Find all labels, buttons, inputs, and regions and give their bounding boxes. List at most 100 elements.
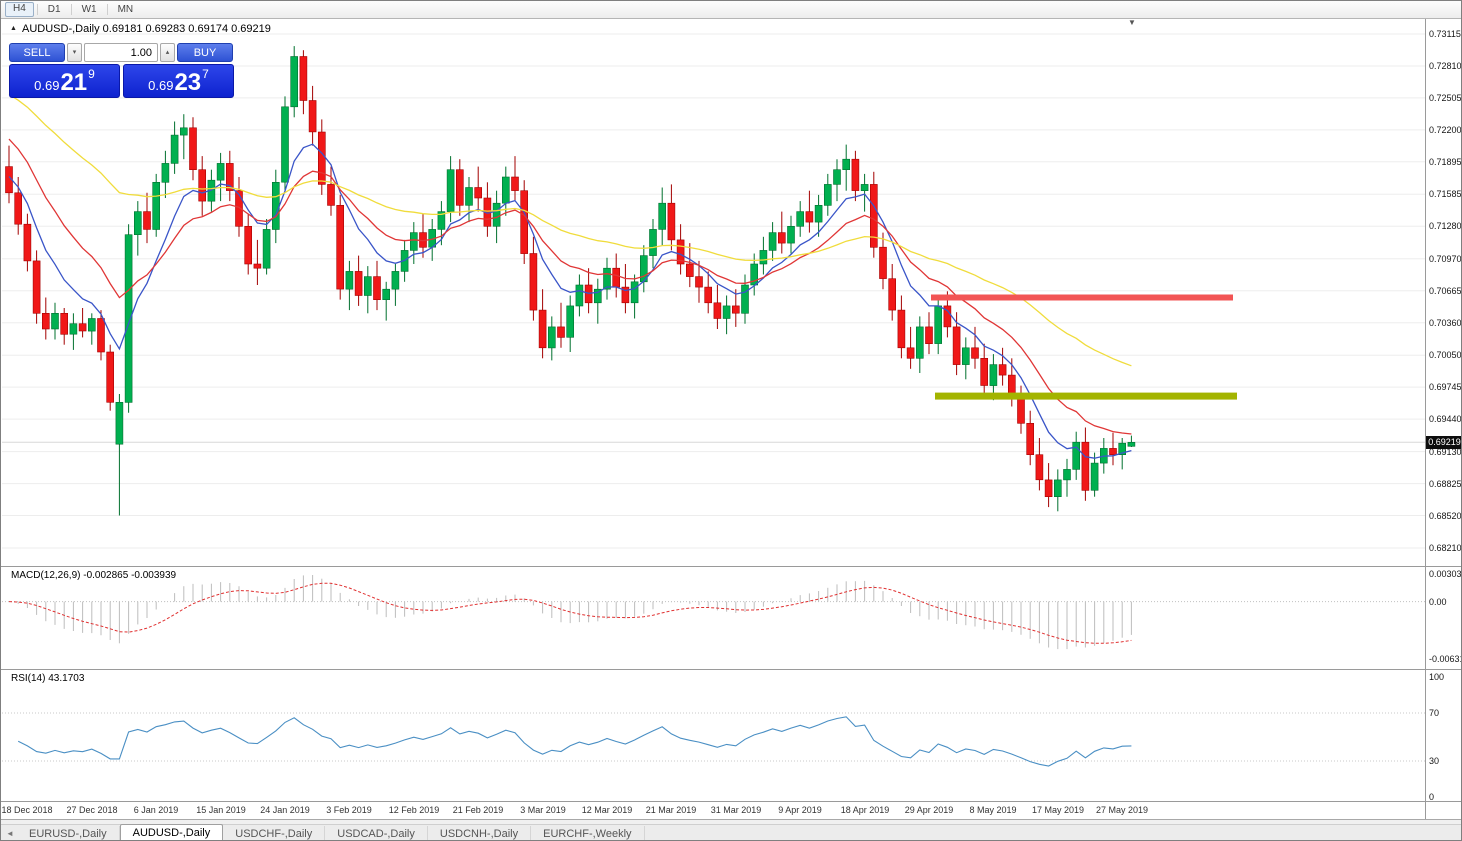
- chart-tab-eurchf[interactable]: EURCHF-,Weekly: [531, 826, 645, 840]
- panel-splitter-rsi[interactable]: [1, 669, 1461, 670]
- buy-price-pip: 7: [202, 67, 209, 81]
- chart-tab-audusd[interactable]: AUDUSD-,Daily: [119, 824, 224, 840]
- ma-line-8[interactable]: [8, 143, 1132, 459]
- date-label: 12 Feb 2019: [388, 805, 440, 815]
- buy-price-prefix: 0.69: [148, 78, 174, 93]
- tab-scroll-left-button[interactable]: ◄: [6, 829, 14, 838]
- date-label: 31 Mar 2019: [710, 805, 762, 815]
- buy-price-box[interactable]: 0.69 23 7: [123, 64, 234, 98]
- current-price-tag: 0.69219: [1426, 436, 1461, 449]
- price-scale-label: 0.72810: [1429, 61, 1462, 71]
- buy-button[interactable]: BUY: [177, 43, 233, 62]
- rsi-scale-label: 70: [1429, 708, 1440, 718]
- price-panel-plot[interactable]: [2, 33, 1425, 549]
- macd-scale-label: 0.00303: [1429, 569, 1462, 579]
- date-label: 12 Mar 2019: [581, 805, 633, 815]
- date-label: 21 Feb 2019: [452, 805, 504, 815]
- date-label: 6 Jan 2019: [133, 805, 179, 815]
- price-scale-label: 0.68520: [1429, 511, 1462, 521]
- price-scale-label: 0.69745: [1429, 382, 1462, 392]
- date-label: 27 May 2019: [1095, 805, 1149, 815]
- chart-tab-eurusd[interactable]: EURUSD-,Daily: [17, 826, 120, 840]
- date-label: 8 May 2019: [969, 805, 1017, 815]
- price-scale-label: 0.70360: [1429, 318, 1462, 328]
- sell-price-pip: 9: [88, 67, 95, 81]
- window-resize-strip: [1, 819, 1461, 824]
- date-label: 17 May 2019: [1031, 805, 1085, 815]
- date-label: 27 Dec 2018: [66, 805, 118, 815]
- price-scale-label: 0.71895: [1429, 157, 1462, 167]
- ma-line-45[interactable]: [8, 93, 1132, 367]
- chevron-down-icon: ▾: [72, 49, 77, 56]
- price-scale[interactable]: 0.73115 0.72810 0.72505 0.72200 0.71895 0.715…: [1426, 1, 1462, 819]
- chevron-up-icon: ▴: [165, 49, 170, 56]
- price-scale-label: 0.68825: [1429, 479, 1462, 489]
- macd-indicator-label: MACD(12,26,9) -0.002865 -0.003939: [11, 570, 177, 581]
- price-scale-label: 0.70970: [1429, 254, 1462, 264]
- toolbar-separator: [70, 4, 72, 15]
- rsi-line: [17, 716, 1132, 767]
- price-scale-label: 0.70050: [1429, 350, 1462, 360]
- price-scale-label: 0.68210: [1429, 543, 1462, 553]
- price-scale-label: 0.72505: [1429, 93, 1462, 103]
- date-label: 24 Jan 2019: [260, 805, 310, 815]
- macd-signal-line: [8, 582, 1132, 644]
- date-label: 3 Mar 2019: [520, 805, 566, 815]
- grid-lines: [2, 33, 1425, 549]
- price-scale-label: 0.71280: [1429, 221, 1462, 231]
- chart-title: AUDUSD-,Daily 0.69181 0.69283 0.69174 0.…: [22, 23, 271, 35]
- sell-price-box[interactable]: 0.69 21 9: [9, 64, 120, 98]
- date-label: 21 Mar 2019: [645, 805, 697, 815]
- toolbar-separator: [36, 4, 38, 15]
- resistance-hline[interactable]: [931, 294, 1233, 301]
- rsi-scale-label: 0: [1429, 792, 1435, 802]
- volume-increase-button[interactable]: ▴: [160, 43, 175, 62]
- date-label: 29 Apr 2019: [904, 805, 954, 815]
- timeframe-button-group: H4 D1 W1 MN: [5, 2, 140, 17]
- sell-price-main: 21: [60, 69, 88, 96]
- price-scale-label: 0.70665: [1429, 286, 1462, 296]
- x-axis-border: [1, 801, 1461, 802]
- rsi-scale-label: 100: [1429, 672, 1445, 682]
- chart-tab-usdcad[interactable]: USDCAD-,Daily: [325, 826, 428, 840]
- chart-shift-icon[interactable]: ▼: [1128, 18, 1136, 27]
- volume-input[interactable]: [84, 43, 158, 62]
- chart-tab-bar: ◄ EURUSD-,Daily AUDUSD-,Daily USDCHF-,Daily…: [1, 824, 1461, 840]
- one-click-panel-toggle-icon[interactable]: ▲: [10, 25, 17, 32]
- sell-button[interactable]: SELL: [9, 43, 65, 62]
- x-axis-date-row: 18 Dec 2018 27 Dec 2018 6 Jan 2019 15 Jan 2…: [1, 802, 1461, 819]
- toolbar-separator: [106, 4, 108, 15]
- timeframe-button-h4[interactable]: H4: [5, 2, 34, 17]
- chart-tab-usdchf[interactable]: USDCHF-,Daily: [223, 826, 326, 840]
- macd-scale-label: 0.00: [1429, 597, 1447, 607]
- price-scale-label: 0.73115: [1429, 29, 1461, 39]
- timeframe-toolbar: H4 D1 W1 MN: [1, 1, 1461, 19]
- timeframe-button-mn[interactable]: MN: [117, 4, 134, 15]
- price-scale-label: 0.69440: [1429, 414, 1462, 424]
- date-label: 18 Apr 2019: [840, 805, 890, 815]
- date-label: 15 Jan 2019: [196, 805, 246, 815]
- rsi-scale-label: 30: [1429, 756, 1440, 766]
- support-hline[interactable]: [935, 392, 1237, 400]
- volume-decrease-button[interactable]: ▾: [67, 43, 82, 62]
- rsi-indicator-label: RSI(14) 43.1703: [11, 673, 85, 684]
- macd-panel-plot[interactable]: [2, 575, 1425, 650]
- buy-price-main: 23: [174, 69, 202, 96]
- date-label: 9 Apr 2019: [778, 805, 822, 815]
- price-scale-label: 0.69130: [1429, 447, 1462, 457]
- date-label: 18 Dec 2018: [1, 805, 53, 815]
- timeframe-button-w1[interactable]: W1: [81, 4, 97, 15]
- chart-tab-usdcnh[interactable]: USDCNH-,Daily: [428, 826, 532, 840]
- panel-splitter-macd[interactable]: [1, 566, 1461, 567]
- ma-line-16[interactable]: [8, 138, 1132, 435]
- sell-price-prefix: 0.69: [34, 78, 60, 93]
- price-scale-border: [1425, 18, 1426, 819]
- rsi-panel-plot[interactable]: [2, 712, 1425, 767]
- date-label: 3 Feb 2019: [326, 805, 372, 815]
- timeframe-button-d1[interactable]: D1: [47, 4, 61, 15]
- price-scale-label: 0.71585: [1429, 189, 1462, 199]
- macd-scale-label: -0.00631: [1429, 654, 1462, 664]
